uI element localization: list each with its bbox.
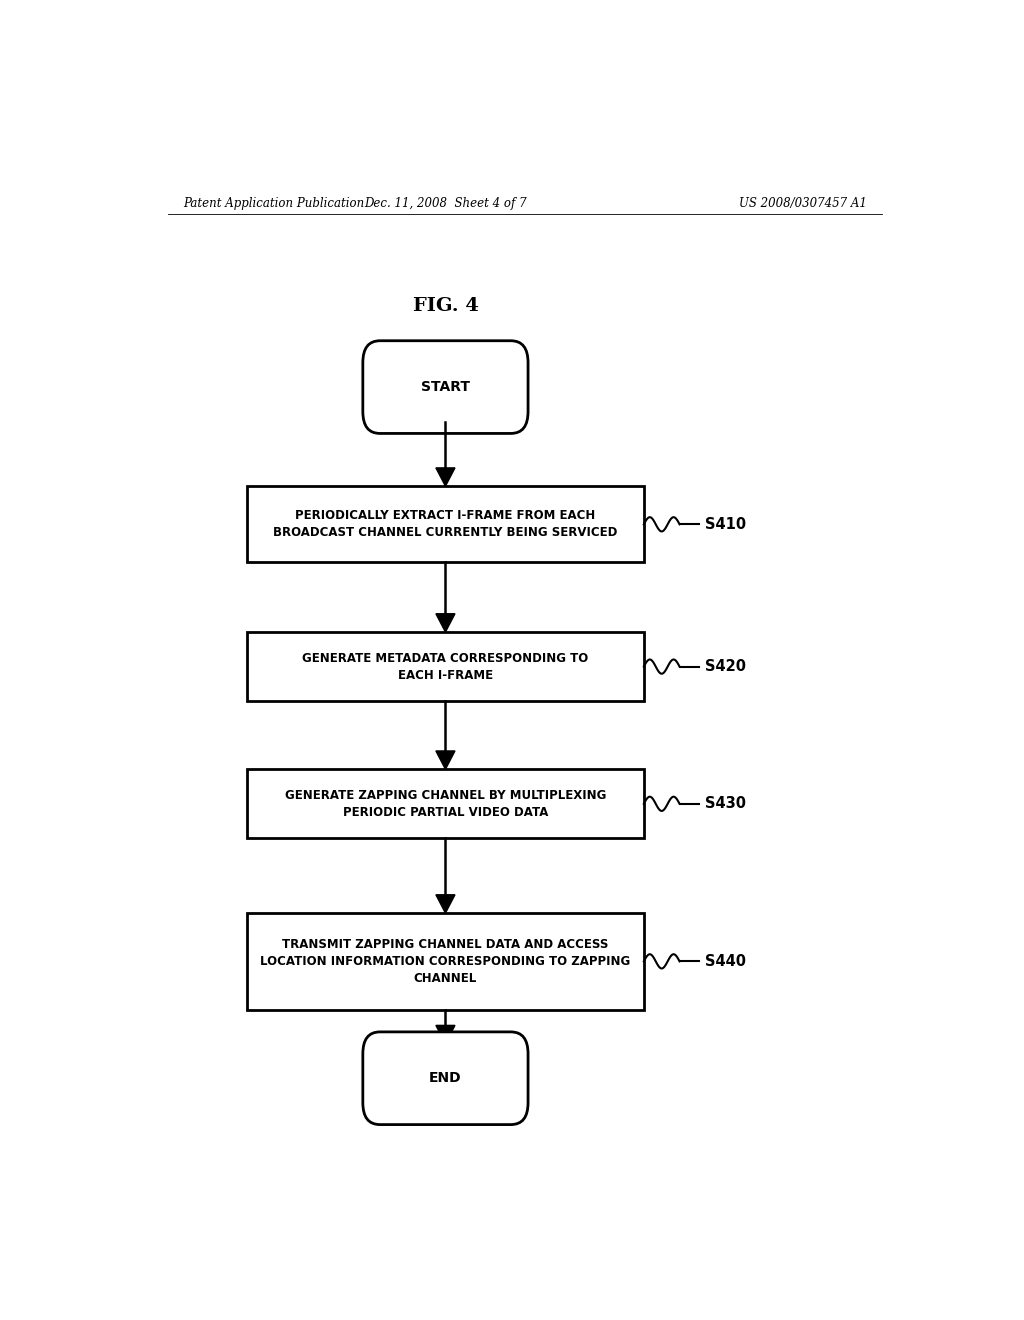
Text: S430: S430 (705, 796, 745, 812)
Polygon shape (436, 895, 455, 913)
Bar (247, 632, 644, 701)
FancyBboxPatch shape (362, 1032, 528, 1125)
Bar (247, 913, 644, 1010)
Text: S410: S410 (705, 517, 746, 532)
Polygon shape (436, 467, 455, 486)
Text: GENERATE ZAPPING CHANNEL BY MULTIPLEXING
PERIODIC PARTIAL VIDEO DATA: GENERATE ZAPPING CHANNEL BY MULTIPLEXING… (285, 789, 606, 818)
Polygon shape (436, 614, 455, 632)
Text: FIG. 4: FIG. 4 (413, 297, 478, 314)
Text: START: START (421, 380, 470, 395)
Text: S440: S440 (705, 954, 745, 969)
Text: TRANSMIT ZAPPING CHANNEL DATA AND ACCESS
LOCATION INFORMATION CORRESPONDING TO Z: TRANSMIT ZAPPING CHANNEL DATA AND ACCESS… (260, 937, 631, 985)
Bar (247, 486, 644, 562)
Text: S420: S420 (705, 659, 745, 675)
Polygon shape (436, 1026, 455, 1044)
Text: GENERATE METADATA CORRESPONDING TO
EACH I-FRAME: GENERATE METADATA CORRESPONDING TO EACH … (302, 652, 589, 681)
Polygon shape (436, 751, 455, 770)
Text: Dec. 11, 2008  Sheet 4 of 7: Dec. 11, 2008 Sheet 4 of 7 (365, 197, 526, 210)
FancyBboxPatch shape (362, 341, 528, 433)
Text: Patent Application Publication: Patent Application Publication (183, 197, 365, 210)
Text: PERIODICALLY EXTRACT I-FRAME FROM EACH
BROADCAST CHANNEL CURRENTLY BEING SERVICE: PERIODICALLY EXTRACT I-FRAME FROM EACH B… (273, 510, 617, 540)
Text: US 2008/0307457 A1: US 2008/0307457 A1 (738, 197, 866, 210)
Text: END: END (429, 1072, 462, 1085)
Bar (247, 770, 644, 838)
